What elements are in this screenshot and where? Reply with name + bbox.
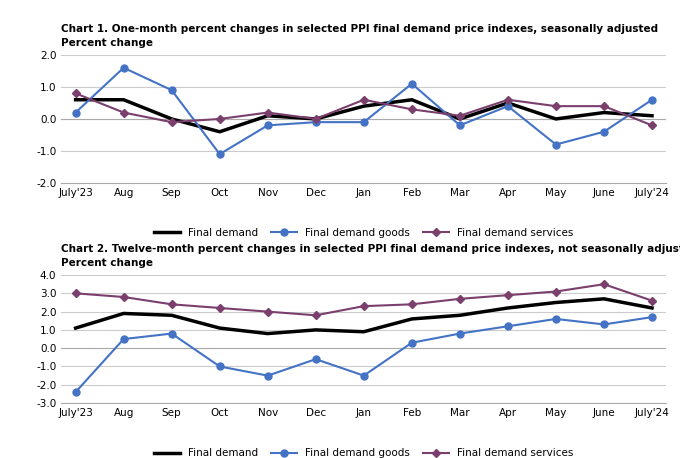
Legend: Final demand, Final demand goods, Final demand services: Final demand, Final demand goods, Final …	[150, 444, 578, 458]
Text: Percent change: Percent change	[61, 38, 153, 48]
Legend: Final demand, Final demand goods, Final demand services: Final demand, Final demand goods, Final …	[150, 224, 578, 242]
Text: Percent change: Percent change	[61, 258, 153, 268]
Text: Chart 1. One-month percent changes in selected PPI final demand price indexes, s: Chart 1. One-month percent changes in se…	[61, 24, 658, 34]
Text: Chart 2. Twelve-month percent changes in selected PPI final demand price indexes: Chart 2. Twelve-month percent changes in…	[61, 245, 680, 255]
